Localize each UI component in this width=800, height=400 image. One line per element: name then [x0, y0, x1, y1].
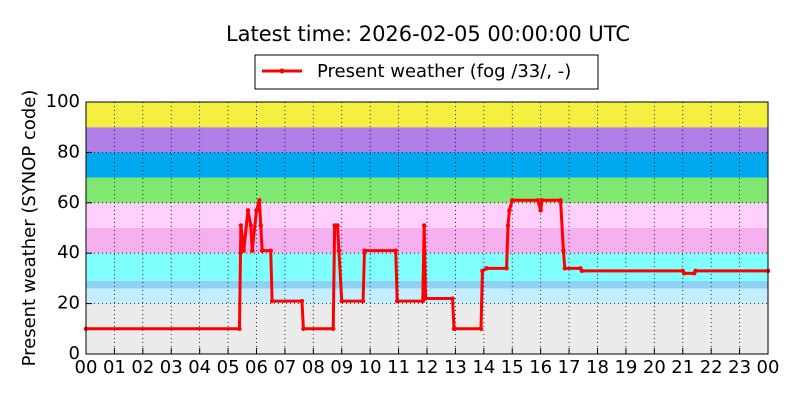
- data-point: [420, 298, 425, 304]
- data-point: [254, 208, 259, 213]
- data-point: [394, 298, 400, 304]
- x-tick-label: 15: [501, 357, 524, 378]
- data-point: [421, 223, 427, 228]
- data-point: [507, 208, 512, 213]
- data-point: [538, 208, 543, 213]
- x-tick-label: 08: [302, 357, 325, 378]
- data-point: [504, 266, 509, 271]
- data-point: [505, 223, 511, 228]
- band: [86, 127, 768, 153]
- y-tick-label: 40: [57, 242, 80, 263]
- data-point: [301, 326, 306, 331]
- data-point: [245, 208, 251, 213]
- bands: [86, 102, 768, 354]
- x-tick-label: 14: [472, 357, 495, 378]
- data-point: [238, 223, 244, 228]
- data-point: [259, 248, 265, 253]
- data-point: [693, 268, 698, 274]
- x-tick-label: 09: [330, 357, 353, 378]
- data-point: [268, 248, 273, 253]
- band: [86, 152, 768, 178]
- data-point: [451, 326, 457, 331]
- data-point: [484, 266, 489, 271]
- y-tick-label: 80: [57, 141, 80, 162]
- legend-marker: [279, 68, 285, 74]
- data-point: [562, 266, 568, 271]
- data-point: [579, 268, 585, 274]
- x-tick-label: 21: [671, 357, 694, 378]
- y-tick-label: 100: [46, 91, 80, 112]
- data-point: [681, 271, 687, 276]
- data-point: [339, 298, 344, 304]
- data-point: [393, 248, 398, 253]
- data-point: [258, 223, 263, 228]
- y-tick-label: 0: [69, 343, 80, 364]
- x-tick-label: 06: [245, 357, 268, 378]
- data-point: [241, 248, 246, 253]
- x-tick-label: 00: [75, 357, 98, 378]
- x-tick-label: 13: [444, 357, 467, 378]
- data-point: [250, 248, 255, 253]
- x-tick-label: 05: [217, 357, 240, 378]
- data-point: [269, 298, 275, 304]
- x-tick-label: 20: [643, 357, 666, 378]
- data-point: [360, 298, 366, 304]
- y-axis-label: Present weather (SYNOP code): [19, 90, 40, 367]
- band: [86, 280, 768, 289]
- data-point: [478, 326, 484, 331]
- y-tick-label: 60: [57, 192, 80, 213]
- data-point: [336, 248, 342, 253]
- x-tick-label: 10: [359, 357, 382, 378]
- data-point: [248, 223, 254, 228]
- x-tick-label: 07: [273, 357, 296, 378]
- legend: [254, 54, 599, 90]
- x-tick-label: 22: [700, 357, 723, 378]
- plot: [83, 198, 771, 331]
- x-tick-label: 03: [160, 357, 183, 378]
- y-tick-label: 20: [57, 293, 80, 314]
- data-point: [535, 198, 541, 203]
- chart-title: Latest time: 2026-02-05 00:00:00 UTC: [226, 22, 630, 46]
- x-tick-label: 23: [728, 357, 751, 378]
- legend-label: Present weather (fog /33/, -): [317, 61, 571, 82]
- data-point: [335, 223, 340, 228]
- data-point: [450, 296, 455, 301]
- x-tick-label: 01: [103, 357, 126, 378]
- data-point: [331, 326, 336, 331]
- data-point: [257, 198, 262, 203]
- band: [86, 228, 768, 254]
- x-tick-label: 04: [188, 357, 211, 378]
- x-tick-label: 12: [416, 357, 439, 378]
- x-tick-label: 18: [586, 357, 609, 378]
- data-point: [510, 198, 515, 203]
- data-point: [539, 198, 545, 203]
- data-point: [299, 298, 305, 304]
- x-tick-label: 19: [614, 357, 637, 378]
- band: [86, 253, 768, 281]
- data-point: [362, 248, 367, 253]
- x-tick-label: 16: [529, 357, 552, 378]
- data-point: [423, 296, 428, 301]
- x-tick-label: 17: [558, 357, 581, 378]
- x-tick-label: 11: [387, 357, 410, 378]
- data-point: [237, 326, 242, 331]
- data-point: [561, 248, 566, 253]
- data-point: [480, 268, 485, 274]
- data-point: [558, 198, 563, 203]
- x-tick-label: 00: [757, 357, 780, 378]
- x-tick-label: 02: [131, 357, 154, 378]
